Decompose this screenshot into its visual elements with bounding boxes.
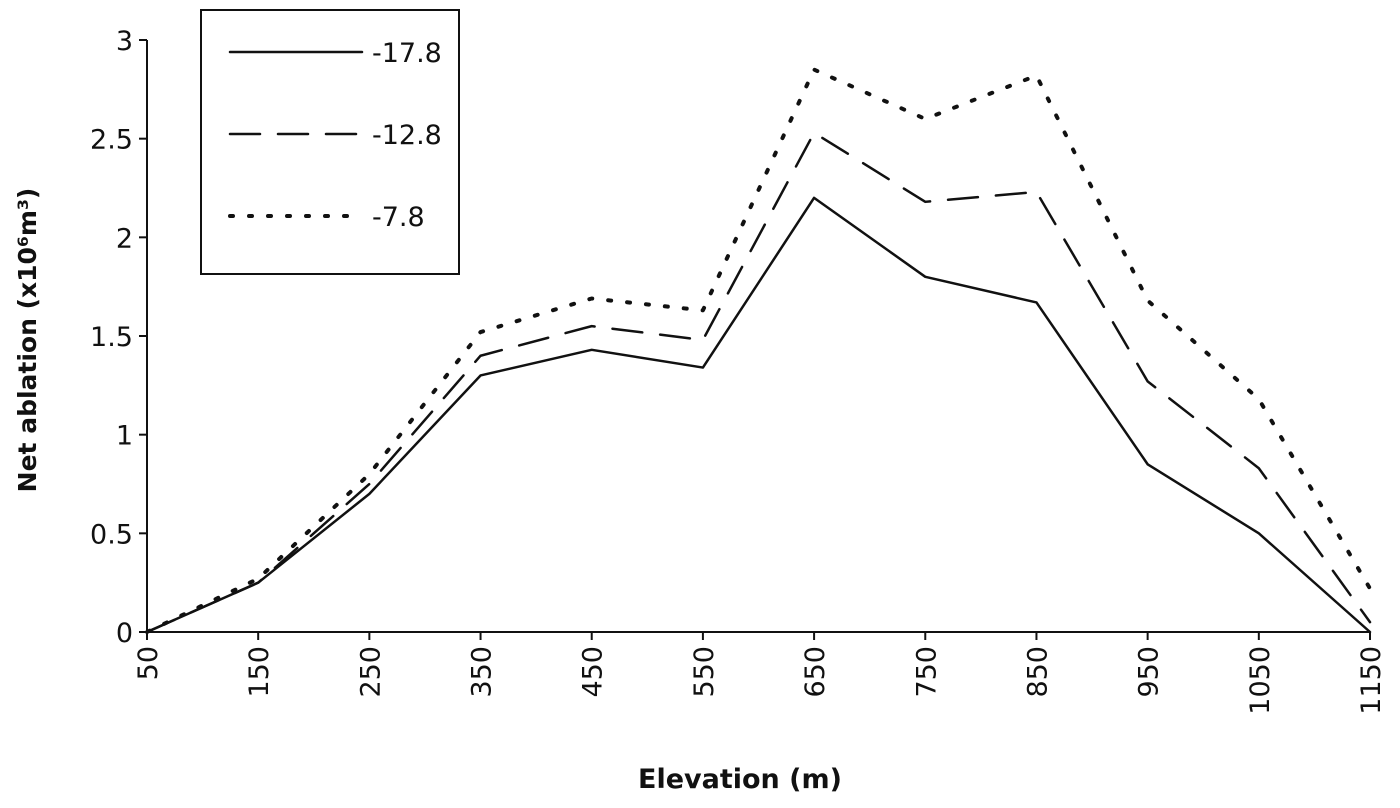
y-tick-label: 0.5 [90, 519, 133, 550]
legend-label: -7.8 [372, 202, 425, 233]
series-line-1 [145, 131, 1372, 634]
y-tick-label: 0 [116, 618, 133, 649]
x-tick-label: 250 [355, 646, 386, 698]
y-tick-label: 1 [116, 421, 133, 452]
series-line-2 [145, 67, 1372, 634]
x-tick-label: 350 [467, 646, 498, 698]
y-tick-label: 3 [116, 26, 133, 57]
legend-box [200, 9, 460, 275]
x-tick-label: 1150 [1356, 646, 1387, 715]
x-tick-label: 150 [244, 646, 275, 698]
x-axis-label: Elevation (m) [638, 764, 842, 795]
y-axis-label: Net ablation (x10⁶m³) [13, 188, 42, 493]
legend-label: -12.8 [372, 120, 442, 151]
legend-label: -17.8 [372, 38, 442, 69]
series-line-0 [145, 196, 1372, 634]
x-tick-label: 750 [911, 646, 942, 698]
y-tick-label: 1.5 [90, 322, 133, 353]
x-tick-label: 650 [800, 646, 831, 698]
x-tick-label: 50 [133, 646, 164, 680]
y-tick-label: 2.5 [90, 125, 133, 156]
x-tick-label: 950 [1134, 646, 1165, 698]
x-tick-label: 850 [1022, 646, 1053, 698]
y-tick-label: 2 [116, 223, 133, 254]
x-tick-label: 1050 [1245, 646, 1276, 715]
x-tick-label: 550 [689, 646, 720, 698]
x-tick-label: 450 [578, 646, 609, 698]
legend: -17.8 -12.8 -7.8 [200, 9, 460, 275]
